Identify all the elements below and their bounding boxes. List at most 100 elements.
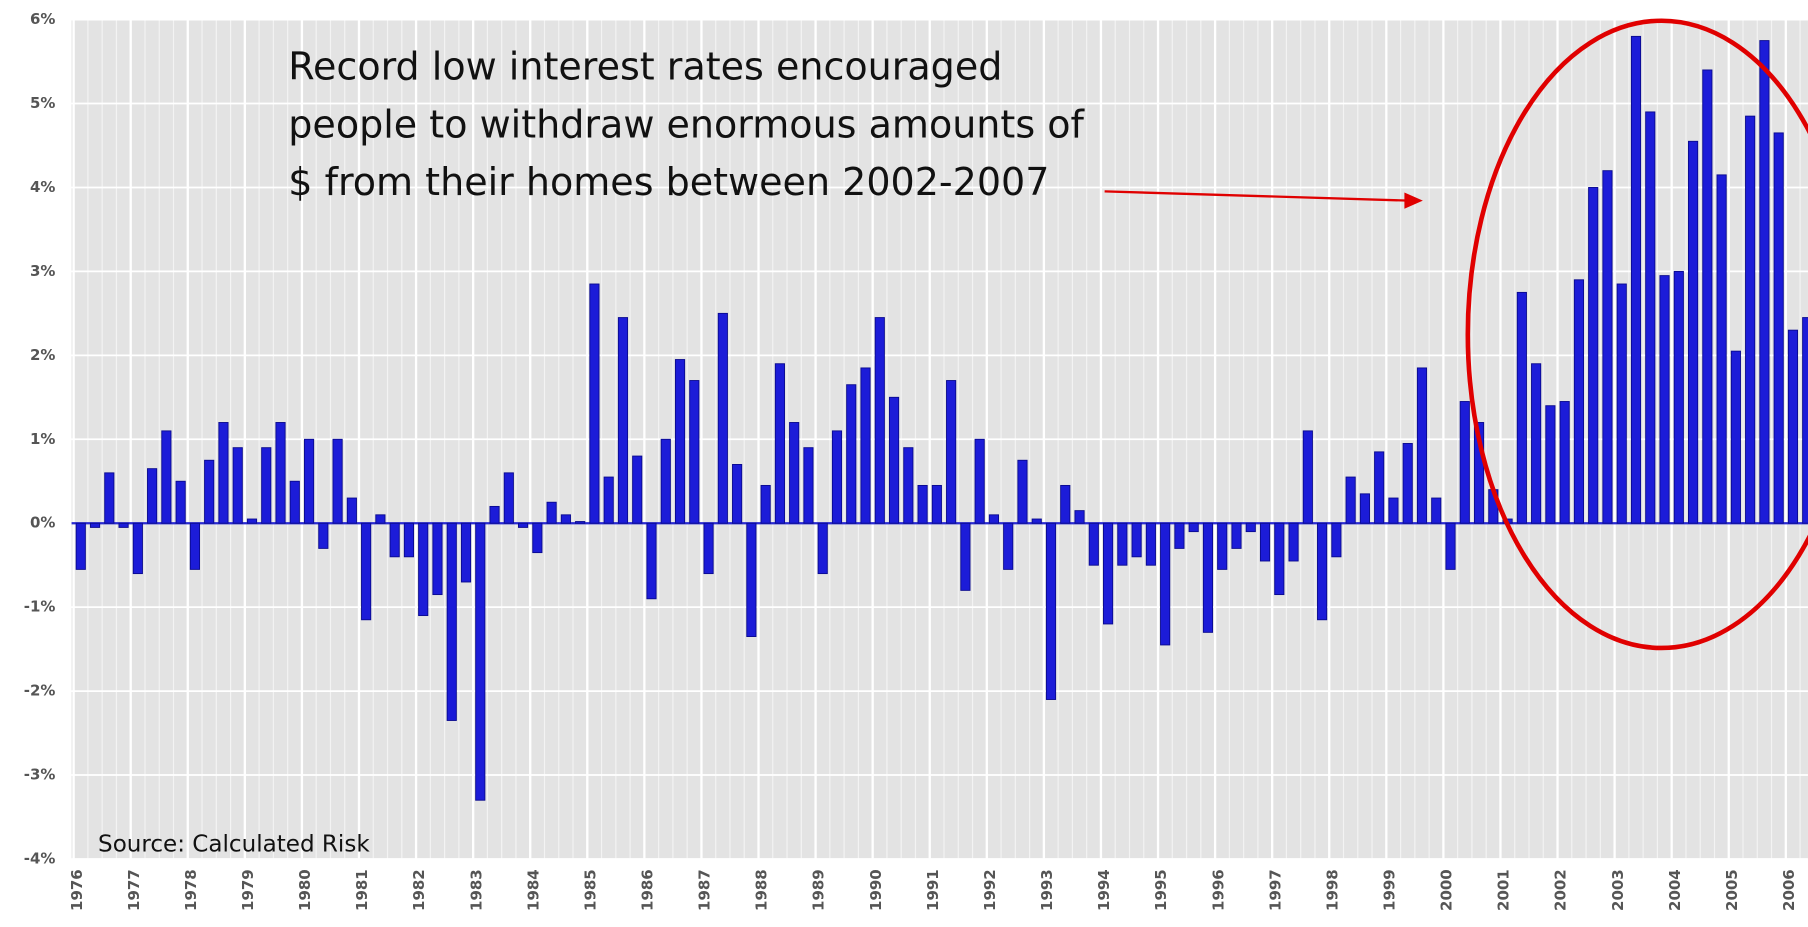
- bar: [303, 438, 315, 524]
- bar: [888, 396, 900, 524]
- bar: [332, 438, 343, 524]
- bar: [1730, 350, 1741, 524]
- y-tick-label: -1%: [24, 598, 56, 616]
- bar: [746, 522, 757, 638]
- bar: [660, 438, 671, 524]
- x-tick-label: 1986: [639, 869, 657, 911]
- bar: [674, 359, 686, 524]
- bar: [846, 384, 857, 524]
- x-tick-label: 2006: [1780, 869, 1798, 911]
- bar: [232, 447, 243, 524]
- bar: [1174, 522, 1185, 549]
- bar: [1659, 275, 1670, 524]
- bar: [361, 522, 372, 621]
- bar: [1160, 522, 1171, 646]
- bar: [1716, 174, 1727, 524]
- x-tick-label: 2001: [1495, 869, 1513, 911]
- bar: [546, 501, 557, 524]
- bar: [432, 522, 443, 596]
- bar: [1802, 317, 1808, 524]
- bar: [532, 522, 543, 554]
- bar: [1416, 367, 1428, 524]
- bar: [903, 447, 914, 524]
- x-tick-label: 1977: [125, 869, 143, 911]
- y-tick-label: 0%: [30, 514, 55, 532]
- bar: [246, 518, 258, 524]
- bar: [717, 312, 728, 524]
- bar: [1331, 522, 1342, 558]
- bar: [760, 484, 771, 524]
- x-tick-label: 1990: [867, 869, 885, 911]
- bar: [275, 422, 286, 524]
- bar: [874, 317, 885, 524]
- bar: [988, 514, 1000, 524]
- bar: [1188, 522, 1199, 533]
- bar: [1773, 132, 1784, 524]
- bar: [1787, 329, 1799, 524]
- bar: [1074, 510, 1085, 524]
- bar: [575, 521, 586, 524]
- y-tick-label: 1%: [30, 430, 55, 448]
- bar: [1588, 187, 1599, 524]
- x-tick-label: 2000: [1438, 869, 1456, 911]
- bar: [1202, 522, 1214, 633]
- bar: [1103, 522, 1114, 625]
- x-tick-label: 1992: [981, 869, 999, 911]
- bar: [1688, 140, 1699, 524]
- highlight-ellipse: [1465, 18, 1808, 651]
- bar: [1531, 363, 1542, 524]
- x-tick-label: 1987: [696, 869, 714, 911]
- x-tick-label: 2003: [1609, 869, 1627, 911]
- bar: [589, 283, 600, 524]
- bar: [617, 317, 629, 524]
- bar: [1145, 522, 1156, 566]
- bar: [1645, 111, 1656, 524]
- arrow-head: [1404, 192, 1423, 209]
- x-tick-label: 1982: [410, 869, 428, 911]
- y-tick-label: 5%: [30, 94, 55, 112]
- bar: [1302, 430, 1313, 524]
- y-tick-label: -2%: [24, 682, 56, 700]
- bar: [917, 484, 928, 524]
- bar: [860, 367, 871, 524]
- bar: [1131, 522, 1142, 558]
- bar: [446, 522, 457, 721]
- bar: [560, 514, 571, 524]
- x-tick-label: 1991: [924, 869, 942, 911]
- x-tick-label: 1981: [353, 869, 371, 911]
- bar: [732, 464, 743, 524]
- bar: [218, 422, 229, 524]
- bar: [1060, 484, 1071, 524]
- bar: [817, 522, 828, 575]
- labels: -4% -3% -2% -1% 0% 1% 2% 3% 4% 5% 6% 1976 1977 1978 19…: [24, 10, 1798, 911]
- bar: [1459, 401, 1470, 524]
- bar: [1616, 283, 1627, 524]
- arrow: [1104, 190, 1410, 202]
- bar: [375, 514, 386, 524]
- bar: [389, 522, 400, 558]
- bar: [475, 522, 486, 801]
- bar: [175, 480, 186, 524]
- bar: [1231, 522, 1242, 549]
- bar: [1374, 451, 1385, 524]
- x-tick-label: 1985: [581, 869, 599, 911]
- bar: [460, 522, 472, 583]
- bar: [1431, 497, 1442, 524]
- x-tick-label: 1993: [1038, 869, 1056, 911]
- bar: [974, 438, 985, 524]
- bar: [189, 522, 200, 570]
- x-tick-label: 1995: [1152, 869, 1170, 911]
- bar: [774, 363, 785, 524]
- bar: [346, 497, 357, 524]
- y-tick-label: 3%: [30, 262, 55, 280]
- x-tick-label: 1976: [68, 869, 86, 911]
- bar: [489, 505, 500, 524]
- bar: [1702, 69, 1713, 524]
- bar: [1288, 522, 1299, 562]
- x-tick-label: 1996: [1209, 869, 1227, 911]
- x-tick-label: 2002: [1552, 869, 1570, 911]
- bar: [1317, 522, 1328, 621]
- bar: [703, 522, 714, 575]
- bar: [1031, 518, 1042, 524]
- bar: [1217, 522, 1228, 570]
